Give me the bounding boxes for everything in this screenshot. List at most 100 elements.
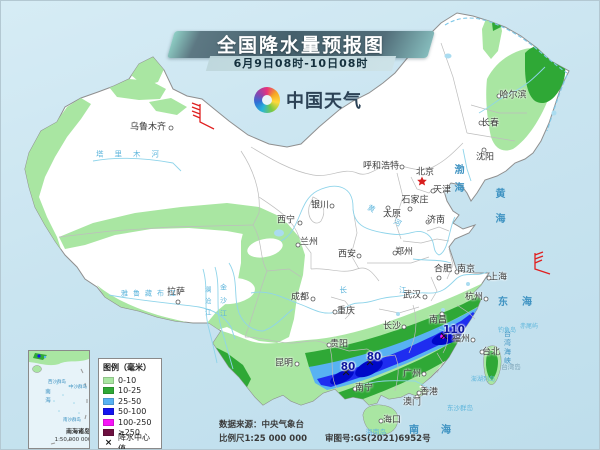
precip-center-marks (342, 332, 448, 376)
city-label-nanjing: 南京 (456, 264, 476, 275)
city-label-taiyuan: 太原 (382, 209, 402, 220)
legend-title: 图例（毫米） (103, 363, 151, 372)
city-label-shijiazhuang: 石家庄 (401, 195, 429, 206)
city-label-guangzhou: 广州 (402, 369, 422, 380)
city-label-tianjin: 天津 (432, 185, 452, 196)
legend-swatch-10-25 (103, 387, 114, 395)
city-label-fuzhou: 福州 (451, 334, 471, 345)
city-label-nanning: 南宁 (354, 383, 374, 394)
river-label-yarlung: 雅鲁藏布江 (121, 289, 181, 298)
city-label-changsha: 长沙 (382, 321, 402, 332)
inset-label-xisha: 西沙群岛 (48, 380, 66, 385)
river-label-yangtze: 长江 (339, 285, 459, 295)
city-label-jinan: 济南 (426, 215, 446, 226)
map-scale: 比例尺1:25 000 000 (219, 433, 308, 444)
border-rivers (444, 17, 568, 132)
city-label-guiyang: 贵阳 (329, 339, 349, 350)
inset-rain-lightblue (43, 355, 47, 359)
sea-label-yellow-sea: 黄海 (493, 188, 504, 238)
wind-barb-icons (191, 102, 551, 275)
river-label-tarim: 塔里木河 (96, 149, 170, 159)
city-label-urumqi: 乌鲁木齐 (129, 122, 167, 133)
legend-row: 0-10 (103, 375, 157, 386)
legend-row: ≥250 (103, 428, 157, 439)
legend-label: ≥250 (118, 428, 140, 438)
city-label-hongkong: 香港 (419, 387, 439, 398)
city-label-macau: 澳门 (402, 397, 422, 408)
inset-dash-line (50, 368, 88, 445)
island-label-penghu: 澎湖列岛 (470, 376, 496, 383)
city-label-zhengzhou: 郑州 (394, 247, 414, 258)
city-label-hefei: 合肥 (433, 264, 453, 275)
inset-scale: 1:50 000 000 (54, 437, 90, 443)
sea-label-bohai: 渤海 (452, 164, 463, 200)
city-label-lanzhou: 兰州 (299, 237, 319, 248)
legend-swatch-100-250 (103, 418, 114, 426)
city-label-nanchang: 南昌 (428, 315, 448, 326)
legend-swatch-0-10 (103, 376, 114, 384)
center-marker-icon: × (104, 438, 113, 449)
city-label-harbin: 哈尔滨 (499, 90, 527, 101)
legend-row: 100-250 (103, 417, 157, 428)
legend-label: 降水中心值 (118, 433, 150, 450)
sea-label-south-china-sea: 南海 (409, 425, 473, 436)
precip-center-value-1: 80 (340, 360, 356, 373)
city-label-chengdu: 成都 (290, 292, 310, 303)
inset-label-sea: 南海 (44, 388, 50, 406)
legend-row: 25-50 (103, 396, 157, 407)
island-label-diaoyu: 钓鱼岛 (497, 327, 517, 334)
city-label-shenyang: 沈阳 (475, 152, 495, 163)
city-label-chongqing: 重庆 (336, 306, 356, 317)
island-label-taiwan: 台湾岛 (501, 362, 521, 371)
city-label-lhasa: 拉萨 (166, 287, 186, 298)
legend-row: 10-25 (103, 386, 157, 397)
data-source: 数据来源：中央气象台 (219, 420, 305, 430)
legend-label: 50-100 (118, 407, 147, 417)
brand-name: 中国天气 (286, 91, 362, 112)
city-label-shanghai: 上海 (488, 272, 508, 283)
rivers (92, 66, 546, 390)
city-label-taipei: 台北 (481, 347, 501, 358)
china-weather-logo-icon (254, 87, 280, 113)
city-dots (168, 93, 502, 424)
precip-center-value-3: 110 (443, 323, 465, 336)
city-label-wuhan: 武汉 (402, 290, 422, 301)
legend-label: 25-50 (118, 396, 142, 406)
city-label-beijing: 北京 (415, 167, 435, 178)
legend-swatch-50-100 (103, 408, 114, 416)
sea-label-taiwan-strait: 台湾海峡 (503, 330, 512, 366)
inset-label-zhongsha: 中沙群岛 (69, 385, 87, 390)
lakes (274, 53, 557, 316)
sea-label-east-china-sea: 东海 (498, 297, 546, 308)
city-label-xining: 西宁 (276, 215, 296, 226)
precipitation-layer (25, 13, 566, 435)
page-title: 全国降水量预报图 (216, 34, 386, 57)
capital-star-icon (417, 176, 427, 186)
river-label-jinsha: 金沙江 (219, 283, 228, 323)
island-label-chiwei: 赤尾屿 (519, 323, 539, 330)
inset-label-nansha: 南沙群岛 (63, 418, 81, 423)
south-china-sea-inset: 西沙群岛 中沙群岛 南沙群岛 南海 南海诸岛 1:50 000 000 (28, 350, 90, 449)
inset-title: 南海诸岛 (65, 428, 90, 436)
city-label-yinchuan: 银川 (310, 200, 330, 211)
city-label-xian: 西安 (337, 249, 357, 260)
inset-map (29, 351, 89, 445)
legend-swatch-250 (103, 429, 114, 437)
island-label-dongsha: 东沙群岛 (447, 403, 473, 412)
city-label-changchun: 长春 (480, 118, 500, 129)
approval-number: 审图号:GS(2021)6952号 (324, 433, 431, 444)
inset-island-dots (53, 383, 80, 420)
city-label-hangzhou: 杭州 (464, 292, 484, 303)
river-label-lancang: 澜沧江 (203, 285, 212, 321)
legend-row: 50-100 (103, 407, 157, 418)
inset-rain-blue (37, 354, 41, 358)
island-label-hainan: 海南岛 (365, 428, 387, 437)
legend-row-center-marker: × 降水中心值 (103, 433, 157, 449)
city-label-kunming: 昆明 (274, 358, 294, 369)
date-range: 6月9日08时-10日08时 (233, 57, 369, 70)
rainless-holes (117, 238, 283, 305)
legend-label: 10-25 (118, 386, 142, 396)
map-source-info: 数据来源：中央气象台 比例尺1:25 000 000 审图号:GS(2021)6… (219, 419, 431, 446)
